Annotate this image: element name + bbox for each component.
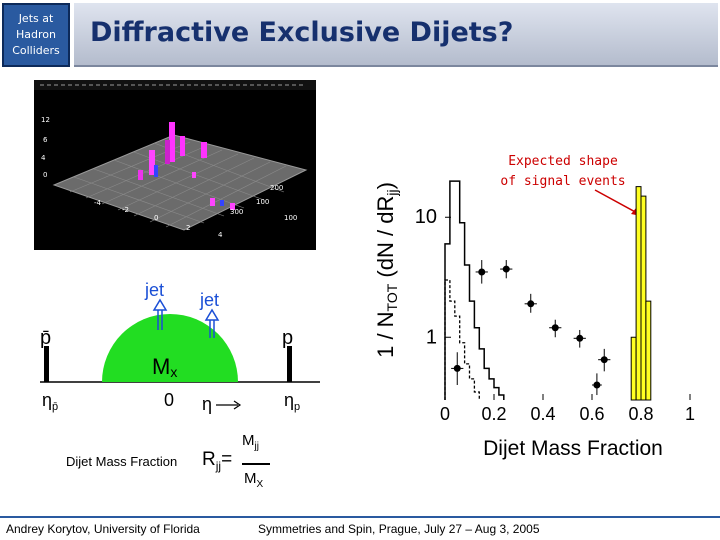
- svg-text:4: 4: [41, 154, 46, 162]
- data-point: [453, 364, 461, 372]
- eta-p: η: [284, 390, 294, 410]
- signal-bar: [645, 300, 652, 401]
- svg-text:2: 2: [186, 224, 190, 232]
- svg-text:200: 200: [270, 184, 283, 192]
- formula-num-sub: jj: [254, 441, 259, 452]
- svg-text:12: 12: [41, 116, 50, 124]
- eta-p-sub: p: [294, 401, 300, 413]
- data-point: [478, 268, 486, 276]
- topic-badge: Jets at Hadron Colliders: [2, 3, 70, 67]
- eta-label: η: [202, 394, 212, 414]
- signal-bar: [635, 186, 642, 401]
- formula-eq: =: [221, 449, 233, 470]
- data-point: [527, 300, 535, 308]
- svg-text:0: 0: [43, 171, 47, 179]
- footer-conference: Symmetries and Spin, Prague, July 27 – A…: [258, 522, 540, 536]
- signal-bar: [640, 195, 647, 401]
- eta-pbar: η: [42, 390, 52, 410]
- svg-text:6: 6: [43, 136, 48, 144]
- x-tick-label: 0: [440, 404, 450, 424]
- svg-text:100: 100: [256, 198, 269, 206]
- x-tick-label: 0.2: [481, 404, 506, 424]
- mx-label: M: [152, 354, 170, 379]
- signal-bar: [630, 336, 637, 401]
- formula-r: Rjj=: [202, 449, 233, 473]
- mass-blob: [102, 314, 238, 382]
- svg-text:4: 4: [218, 231, 223, 239]
- formula: Dijet Mass Fraction Rjj= Mjj MX: [60, 428, 320, 498]
- svg-text:ηp̄: ηp̄: [42, 390, 58, 413]
- svg-text:300: 300: [230, 208, 243, 216]
- footer-author: Andrey Korytov, University of Florida: [6, 522, 200, 536]
- background-histogram-dashed: [444, 279, 480, 400]
- formula-den-sub: X: [256, 479, 264, 490]
- dijet-mass-fraction-plot: 1 / NTOT (dN / dRjj) Dijet Mass Fraction…: [355, 90, 700, 465]
- svg-text:100: 100: [284, 214, 297, 222]
- slide-title: Diffractive Exclusive Dijets?: [90, 17, 514, 48]
- svg-text:Mx: Mx: [152, 354, 177, 380]
- y-tick-label: 10: [415, 206, 437, 228]
- background-histogram-solid: [444, 180, 505, 400]
- rapidity-diagram: p̄ p jet jet Mx ηp̄ ηp 0 η: [30, 280, 330, 415]
- x-tick-label: 0.8: [628, 404, 653, 424]
- mx-sub: x: [170, 364, 177, 380]
- signal-annotation-line: of signal events: [500, 174, 625, 189]
- badge-line: Hadron: [16, 28, 56, 41]
- lego-plot-image: 12 6 4 0 -4 -2 0 2 4 100 200 300 100: [34, 80, 316, 250]
- x-tick-label: 0.6: [579, 404, 604, 424]
- data-point: [502, 265, 510, 273]
- data-point: [593, 381, 601, 389]
- svg-text:ηp: ηp: [284, 390, 300, 413]
- title-bar: Diffractive Exclusive Dijets?: [74, 3, 718, 67]
- fraction-line: [242, 463, 270, 465]
- x-axis-label: Dijet Mass Fraction: [483, 437, 663, 460]
- svg-text:0: 0: [154, 214, 158, 222]
- footer-rule: [0, 516, 720, 518]
- y-axis-label: 1 / NTOT (dN / dRjj): [373, 182, 400, 358]
- y-tick-label: 1: [426, 326, 437, 348]
- signal-annotation-line: Expected shape: [508, 154, 618, 169]
- zero-label: 0: [164, 390, 174, 410]
- svg-text:-4: -4: [94, 199, 102, 207]
- formula-label: Dijet Mass Fraction: [66, 454, 178, 469]
- p-bar: [287, 346, 292, 382]
- p-label: p: [282, 327, 293, 349]
- eta-pbar-sub: p̄: [52, 401, 58, 413]
- jet-label-left: jet: [144, 280, 164, 300]
- data-point: [576, 334, 584, 342]
- data-point: [600, 356, 608, 364]
- svg-text:-2: -2: [122, 206, 129, 214]
- data-point: [551, 324, 559, 332]
- pbar-label: p̄: [40, 327, 51, 349]
- formula-numerator: Mjj: [242, 432, 259, 452]
- formula-denominator: MX: [244, 470, 264, 490]
- badge-line: Colliders: [12, 44, 60, 57]
- annotation-arrow: [594, 189, 640, 215]
- x-tick-label: 1: [685, 404, 695, 424]
- formula-r-sub: jj: [215, 458, 222, 473]
- badge-line: Jets at: [18, 12, 54, 25]
- jet-label-right: jet: [199, 290, 219, 310]
- x-tick-label: 0.4: [530, 404, 555, 424]
- pbar-bar: [44, 346, 49, 382]
